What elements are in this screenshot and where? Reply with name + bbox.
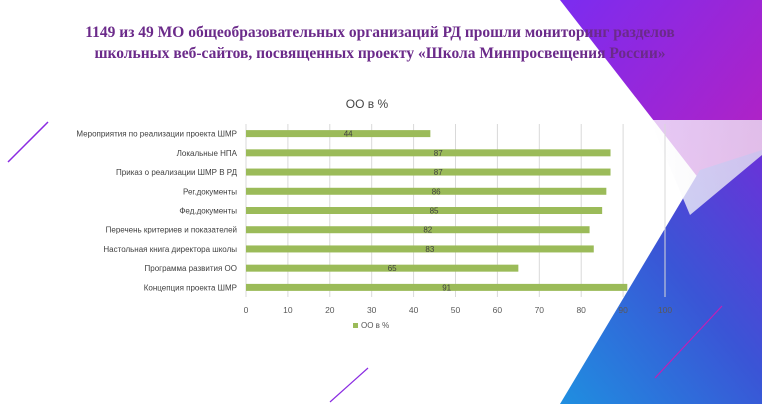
data-label: 44 bbox=[344, 130, 353, 139]
data-label: 65 bbox=[388, 264, 397, 273]
decor-line-top-left bbox=[7, 121, 49, 163]
legend-label: ОО в % bbox=[361, 321, 389, 330]
x-tick-label: 100 bbox=[658, 305, 672, 315]
white-overlap-shape bbox=[650, 120, 762, 215]
decor-line-bottom-left bbox=[329, 367, 369, 403]
category-label: Настольная книга директора школы bbox=[103, 245, 237, 254]
slide-title: 1149 из 49 МО общеобразовательных органи… bbox=[20, 22, 740, 64]
bar bbox=[246, 130, 431, 138]
bar bbox=[246, 149, 611, 157]
bar bbox=[246, 283, 628, 291]
chart-bars: 44 87 87 86 85 82 83 65 91 bbox=[246, 130, 628, 292]
data-label: 83 bbox=[425, 245, 434, 254]
bar bbox=[246, 245, 594, 253]
x-tick-label: 60 bbox=[493, 305, 503, 315]
chart-x-tick-labels: 0 10 20 30 40 50 60 70 80 90 100 bbox=[244, 305, 673, 315]
chart-category-labels: Мероприятия по реализации проекта ШМР Лок… bbox=[76, 130, 237, 293]
data-label: 91 bbox=[442, 283, 451, 292]
category-label: Фед.документы bbox=[179, 207, 237, 216]
x-tick-label: 80 bbox=[576, 305, 586, 315]
slide-title-line-1: 1149 из 49 МО общеобразовательных органи… bbox=[85, 24, 675, 41]
bar bbox=[246, 187, 607, 195]
blue-parallelogram-shape bbox=[560, 150, 762, 404]
data-label: 82 bbox=[423, 226, 432, 235]
data-label: 85 bbox=[430, 207, 439, 216]
data-label: 87 bbox=[434, 149, 443, 158]
x-tick-label: 70 bbox=[535, 305, 545, 315]
category-label: Мероприятия по реализации проекта ШМР bbox=[76, 130, 237, 139]
bar bbox=[246, 168, 611, 176]
category-label: Перечень критериев и показателей bbox=[106, 226, 237, 235]
bar bbox=[246, 207, 603, 214]
category-label: Рег.документы bbox=[183, 187, 237, 196]
category-label: Программа развития ОО bbox=[145, 264, 237, 273]
chart-title: ОО в % bbox=[346, 97, 389, 111]
legend-swatch bbox=[353, 323, 358, 328]
category-label: Локальные НПА bbox=[177, 149, 238, 158]
x-tick-label: 10 bbox=[283, 305, 293, 315]
x-tick-label: 40 bbox=[409, 305, 419, 315]
x-tick-label: 50 bbox=[451, 305, 461, 315]
x-tick-label: 90 bbox=[618, 305, 628, 315]
slide-title-line-2: школьных веб-сайтов, посвященных проекту… bbox=[94, 45, 666, 62]
x-tick-label: 30 bbox=[367, 305, 377, 315]
x-tick-label: 20 bbox=[325, 305, 335, 315]
category-label: Концепция проекта ШМР bbox=[144, 283, 237, 292]
data-label: 87 bbox=[434, 168, 443, 177]
chart-legend: ОО в % bbox=[353, 321, 389, 330]
x-tick-label: 0 bbox=[244, 305, 249, 315]
data-label: 86 bbox=[432, 187, 441, 196]
category-label: Приказ о реализации ШМР В РД bbox=[116, 168, 238, 177]
decor-line-bottom-right bbox=[654, 305, 723, 379]
bar bbox=[246, 226, 590, 234]
bar bbox=[246, 264, 519, 272]
